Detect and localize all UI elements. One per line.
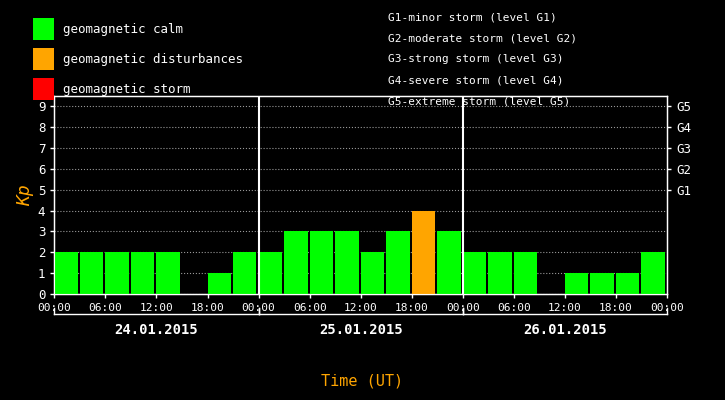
Bar xyxy=(284,232,307,294)
Bar xyxy=(233,252,257,294)
Text: 26.01.2015: 26.01.2015 xyxy=(523,323,607,337)
Bar xyxy=(514,252,537,294)
Bar xyxy=(157,252,180,294)
Bar xyxy=(105,252,129,294)
Text: G5-extreme storm (level G5): G5-extreme storm (level G5) xyxy=(388,96,570,106)
Bar xyxy=(590,273,614,294)
Text: geomagnetic storm: geomagnetic storm xyxy=(63,82,191,96)
Bar xyxy=(335,232,359,294)
Text: geomagnetic calm: geomagnetic calm xyxy=(63,22,183,36)
Y-axis label: Kp: Kp xyxy=(16,184,33,206)
Bar xyxy=(131,252,154,294)
Bar xyxy=(207,273,231,294)
Text: G3-strong storm (level G3): G3-strong storm (level G3) xyxy=(388,54,563,64)
Bar xyxy=(463,252,486,294)
Text: 25.01.2015: 25.01.2015 xyxy=(319,323,402,337)
Bar xyxy=(310,232,333,294)
Bar xyxy=(616,273,639,294)
Text: G4-severe storm (level G4): G4-severe storm (level G4) xyxy=(388,75,563,85)
Bar xyxy=(565,273,588,294)
Bar xyxy=(54,252,78,294)
Bar xyxy=(437,232,460,294)
Bar xyxy=(80,252,103,294)
Bar xyxy=(386,232,410,294)
Text: G1-minor storm (level G1): G1-minor storm (level G1) xyxy=(388,13,557,23)
Text: Time (UT): Time (UT) xyxy=(321,373,404,388)
Bar xyxy=(489,252,512,294)
Text: G2-moderate storm (level G2): G2-moderate storm (level G2) xyxy=(388,34,577,44)
Bar xyxy=(360,252,384,294)
Bar xyxy=(412,211,435,294)
Bar xyxy=(642,252,665,294)
Text: 24.01.2015: 24.01.2015 xyxy=(115,323,199,337)
Bar xyxy=(259,252,282,294)
Text: geomagnetic disturbances: geomagnetic disturbances xyxy=(63,52,243,66)
